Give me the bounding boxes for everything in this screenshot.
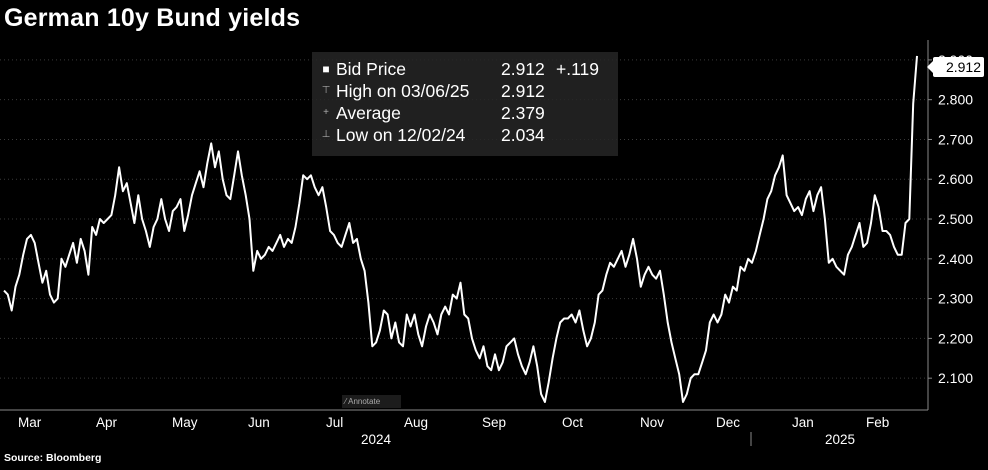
legend-label: High on 03/06/25 [336, 81, 470, 101]
x-tick-labels: Mar Apr May Jun Jul Aug Sep Oct Nov Dec Jan Feb 2024… [18, 415, 889, 447]
low-marker-icon: ⊥ [321, 129, 331, 140]
average-marker-icon: + [323, 107, 329, 118]
legend-value: 2.034 [501, 125, 545, 145]
annotate-label: Annotate [348, 397, 381, 406]
legend-row-low: ⊥ Low on 12/02/24 2.034 [312, 124, 618, 146]
annotate-icon: ⁄ [345, 397, 347, 406]
legend-box[interactable]: ■ Bid Price 2.912 +.119 ⊤ High on 03/06/… [312, 52, 618, 156]
y-tick-labels: 2.100 2.200 2.300 2.400 2.500 2.600 2.700 2.800… [938, 52, 973, 386]
x-tick-label: May [172, 415, 198, 430]
chart-title: German 10y Bund yields [4, 4, 301, 32]
x-tick-label: Jul [326, 415, 343, 430]
legend-change: +.119 [556, 59, 599, 79]
square-marker-icon: ■ [322, 62, 330, 76]
y-tick-label: 2.800 [938, 92, 973, 108]
legend-value: 2.379 [501, 103, 545, 123]
y-tick-label: 2.100 [938, 370, 973, 386]
y-tick-label: 2.400 [938, 251, 973, 267]
x-tick-label: Dec [716, 415, 740, 430]
axes [0, 40, 932, 446]
legend-value: 2.912 [501, 81, 545, 101]
legend-row-average: + Average 2.379 [312, 102, 618, 124]
legend-label: Average [336, 103, 401, 123]
x-tick-label: Jan [792, 415, 814, 430]
legend-value: 2.912 [501, 59, 545, 79]
legend-label: Low on 12/02/24 [336, 125, 466, 145]
last-value-tag: 2.912 [927, 57, 984, 77]
x-tick-label: Apr [96, 415, 118, 430]
x-tick-label: Sep [482, 415, 506, 430]
y-tick-label: 2.300 [938, 291, 973, 307]
legend-row-high: ⊤ High on 03/06/25 2.912 [312, 80, 618, 102]
x-tick-label: Mar [18, 415, 42, 430]
x-tick-label: Nov [640, 415, 664, 430]
x-tick-label: Aug [404, 415, 428, 430]
y-tick-label: 2.700 [938, 131, 973, 147]
y-tick-label: 2.600 [938, 171, 973, 187]
y-tick-label: 2.200 [938, 330, 973, 346]
x-tick-label: Feb [866, 415, 889, 430]
y-tick-label: 2.500 [938, 211, 973, 227]
x-tick-label: Oct [562, 415, 583, 430]
legend-row-bid: ■ Bid Price 2.912 +.119 [312, 58, 618, 80]
x-tick-label: Jun [248, 415, 270, 430]
high-marker-icon: ⊤ [321, 85, 331, 96]
yield-series-line [3, 55, 918, 403]
year-label: 2025 [825, 432, 855, 447]
legend-label: Bid Price [336, 59, 407, 79]
source-note: Source: Bloomberg [4, 452, 102, 464]
annotate-button[interactable]: ⁄ Annotate [342, 395, 401, 408]
year-label: 2024 [361, 432, 392, 447]
series-line [3, 55, 918, 403]
